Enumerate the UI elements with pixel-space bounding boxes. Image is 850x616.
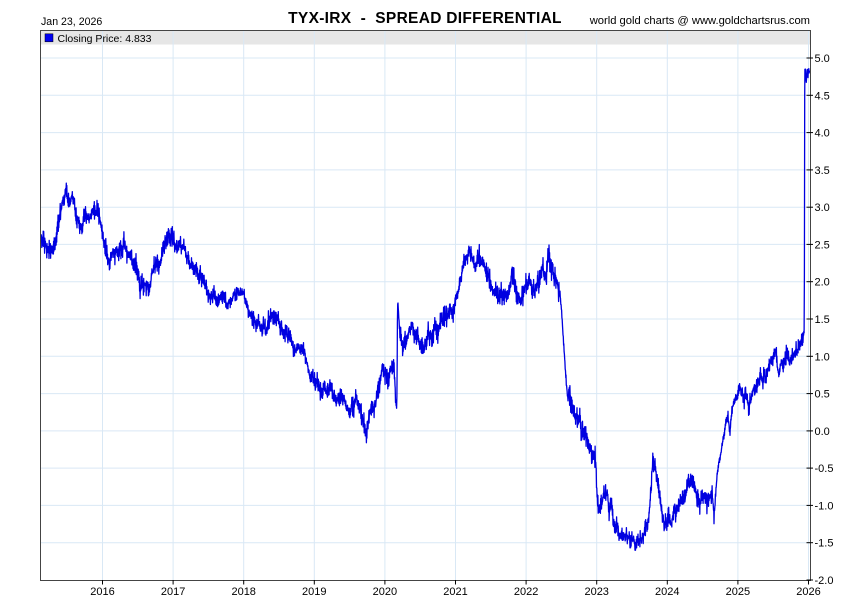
svg-text:Jan 23, 2026: Jan 23, 2026 xyxy=(41,16,102,28)
svg-text:Closing Price: 4.833: Closing Price: 4.833 xyxy=(58,33,152,45)
svg-text:4.5: 4.5 xyxy=(815,90,830,102)
svg-text:2017: 2017 xyxy=(161,586,185,598)
svg-text:0.0: 0.0 xyxy=(815,426,830,438)
svg-text:-2.0: -2.0 xyxy=(815,575,834,587)
svg-text:2018: 2018 xyxy=(231,586,255,598)
svg-text:5.0: 5.0 xyxy=(815,53,830,65)
svg-text:0.5: 0.5 xyxy=(815,389,830,401)
svg-text:4.0: 4.0 xyxy=(815,128,830,140)
svg-text:2026: 2026 xyxy=(796,586,820,598)
svg-text:world gold charts @ www.goldch: world gold charts @ www.goldchartsrus.co… xyxy=(589,15,810,27)
svg-text:3.5: 3.5 xyxy=(815,165,830,177)
svg-text:2023: 2023 xyxy=(584,586,608,598)
svg-text:2.0: 2.0 xyxy=(815,277,830,289)
svg-text:2022: 2022 xyxy=(514,586,538,598)
svg-text:2019: 2019 xyxy=(302,586,326,598)
svg-text:TYX-IRX - SPREAD DIFFERENTIA: TYX-IRX - SPREAD DIFFERENTIAL xyxy=(288,10,562,27)
svg-text:-1.5: -1.5 xyxy=(815,538,834,550)
svg-text:2021: 2021 xyxy=(443,586,467,598)
svg-text:2016: 2016 xyxy=(90,586,114,598)
svg-text:1.5: 1.5 xyxy=(815,314,830,326)
svg-text:2020: 2020 xyxy=(373,586,397,598)
svg-text:-0.5: -0.5 xyxy=(815,463,834,475)
svg-text:1.0: 1.0 xyxy=(815,351,830,363)
svg-text:2025: 2025 xyxy=(726,586,750,598)
svg-text:2.5: 2.5 xyxy=(815,239,830,251)
svg-text:2024: 2024 xyxy=(655,586,679,598)
svg-text:3.0: 3.0 xyxy=(815,202,830,214)
svg-text:-1.0: -1.0 xyxy=(815,500,834,512)
